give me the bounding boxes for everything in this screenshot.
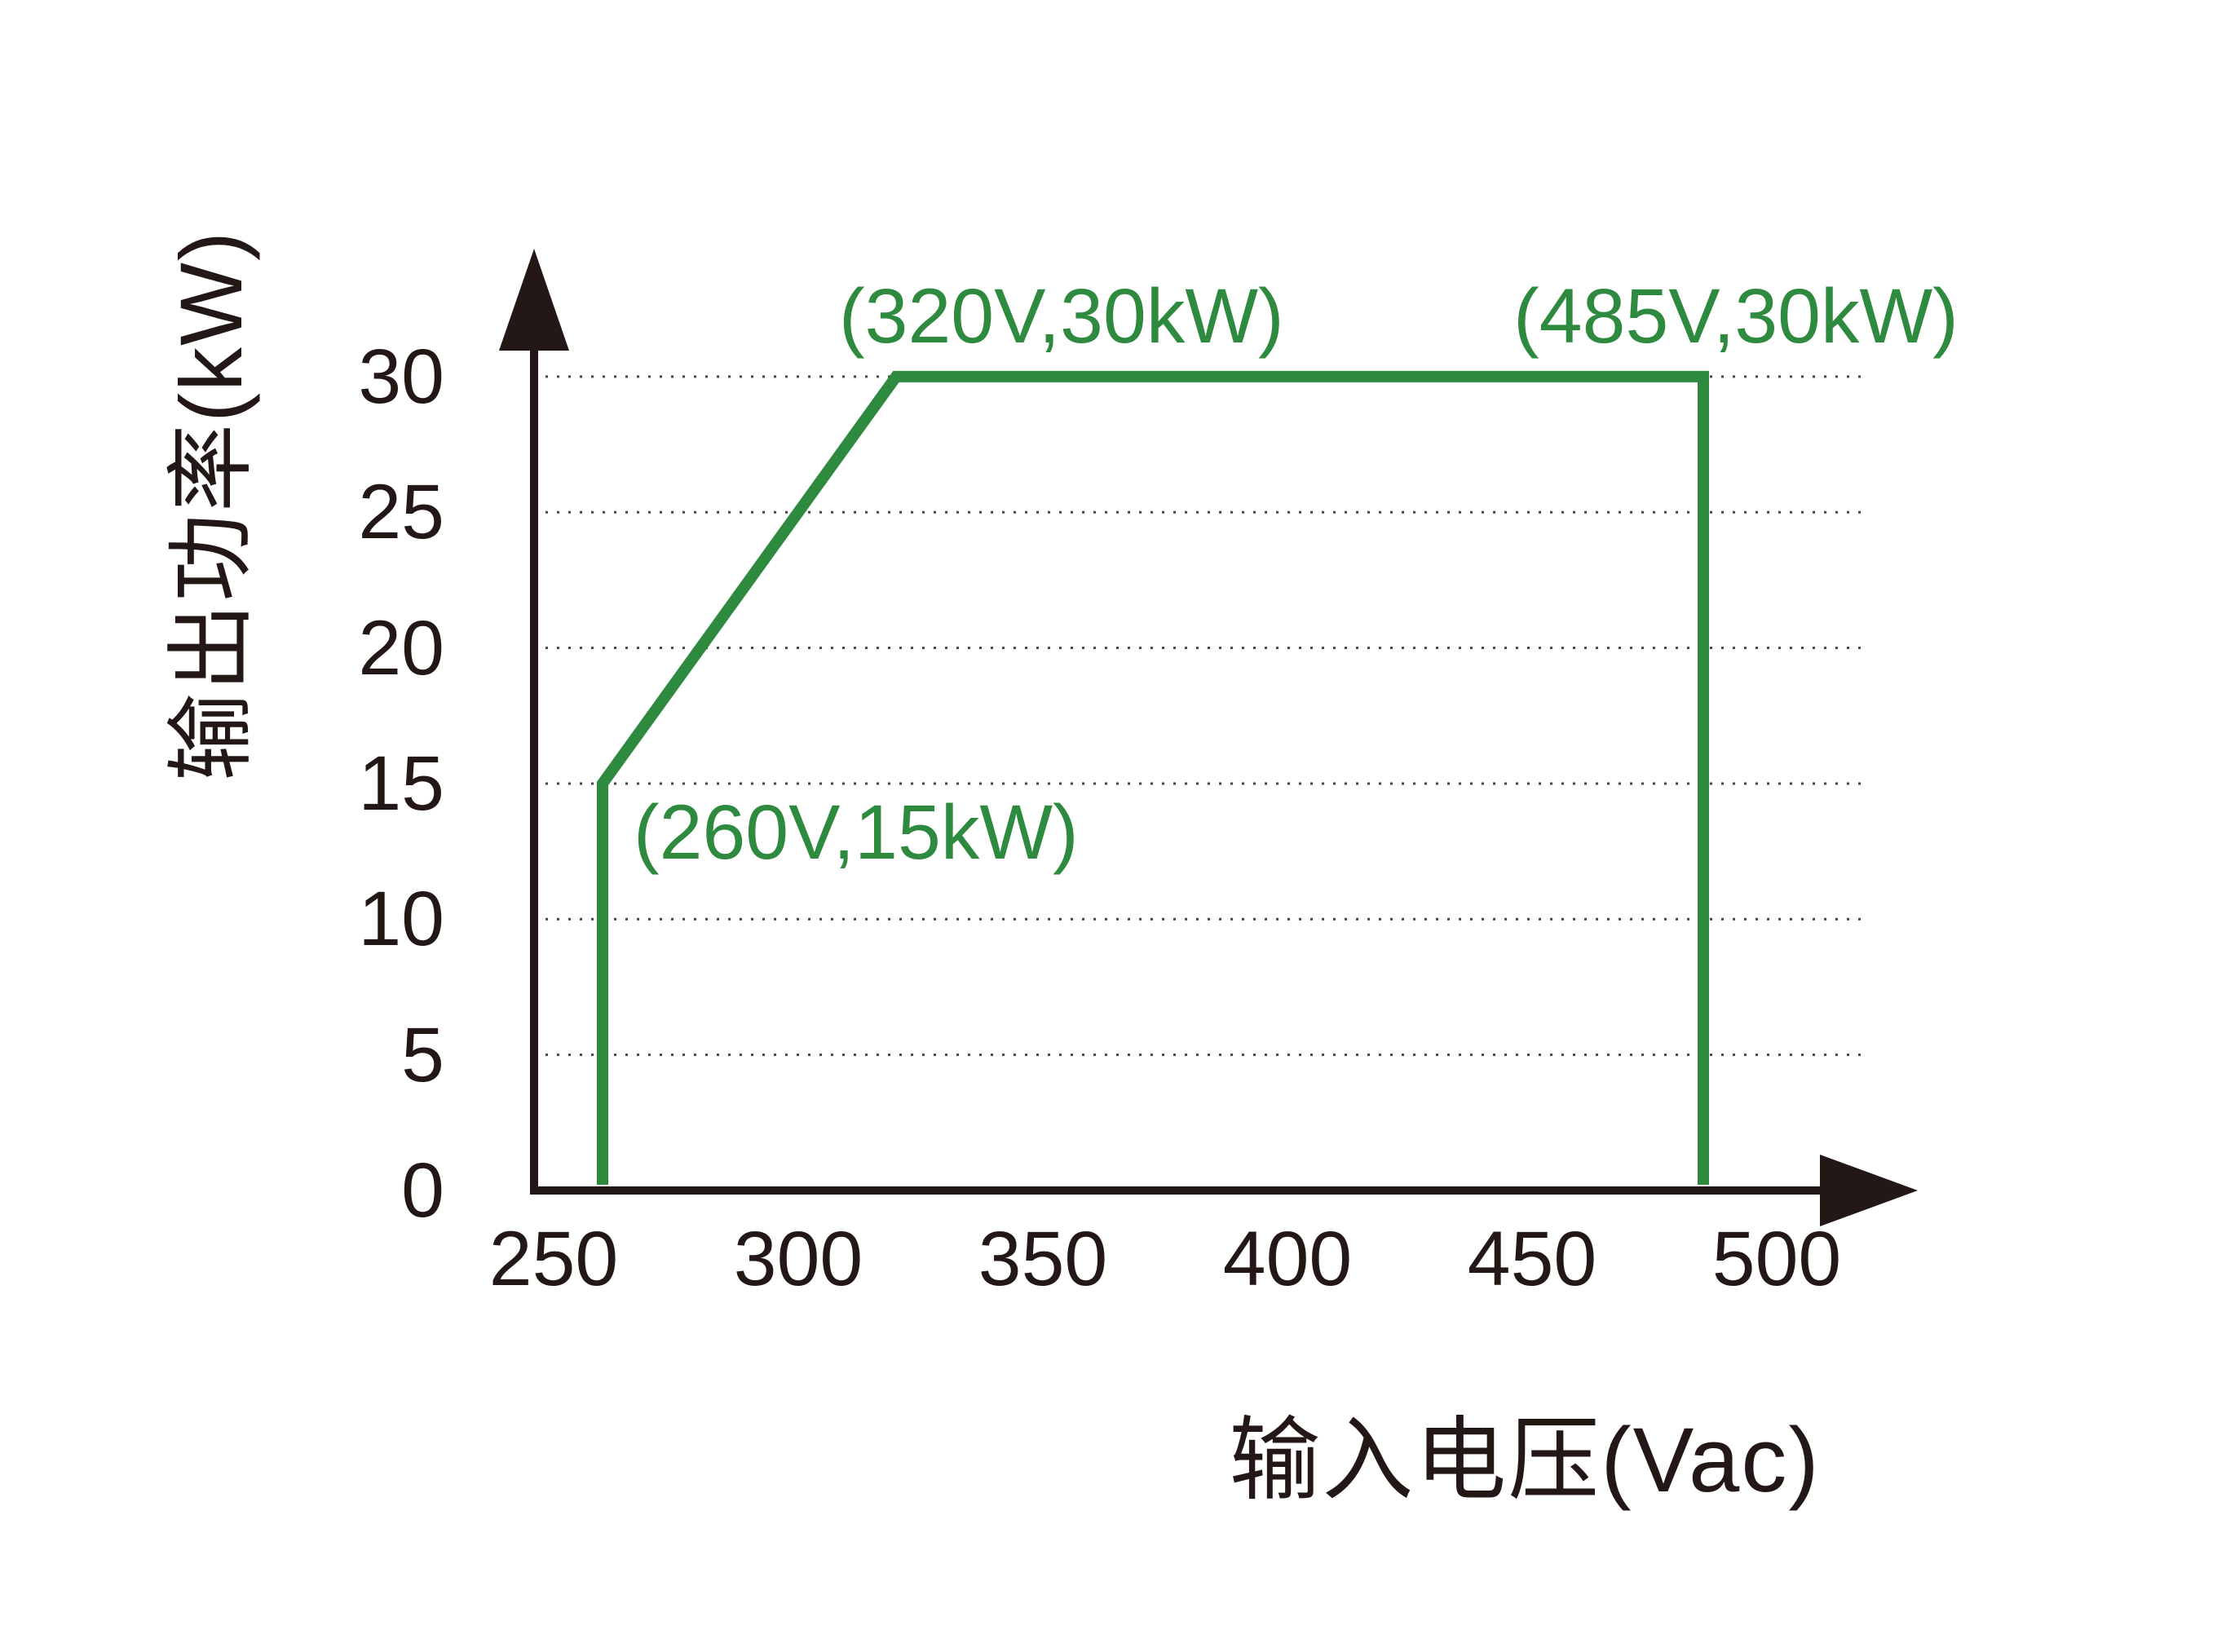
point-annotation: (320V,30kW) <box>839 272 1284 360</box>
x-axis-arrow-icon <box>1820 1155 1918 1226</box>
axis-lines <box>530 347 1822 1195</box>
x-tick-label: 450 <box>1467 1216 1597 1302</box>
y-tick-label: 10 <box>358 876 444 963</box>
y-tick-label: 15 <box>358 740 444 827</box>
x-tick-label: 400 <box>1222 1216 1353 1302</box>
power-curve <box>597 370 1709 1185</box>
y-axis-arrow-icon <box>499 249 569 351</box>
x-axis-title: 输入电压(Vac) <box>1229 1409 1821 1511</box>
y-tick-label: 30 <box>358 333 444 420</box>
point-annotation: (260V,15kW) <box>634 788 1079 876</box>
y-tick-label: 20 <box>358 604 444 691</box>
point-annotation: (485V,30kW) <box>1513 272 1959 360</box>
x-tick-label: 350 <box>978 1216 1108 1302</box>
y-tick-label: 5 <box>401 1011 444 1098</box>
x-tick-label: 250 <box>488 1216 619 1302</box>
x-tick-label: 500 <box>1711 1216 1842 1302</box>
y-tick-label: 0 <box>401 1147 444 1234</box>
x-tick-label: 300 <box>733 1216 863 1302</box>
y-tick-label: 25 <box>358 469 444 556</box>
y-axis-title: 输出功率(kW) <box>161 230 260 781</box>
